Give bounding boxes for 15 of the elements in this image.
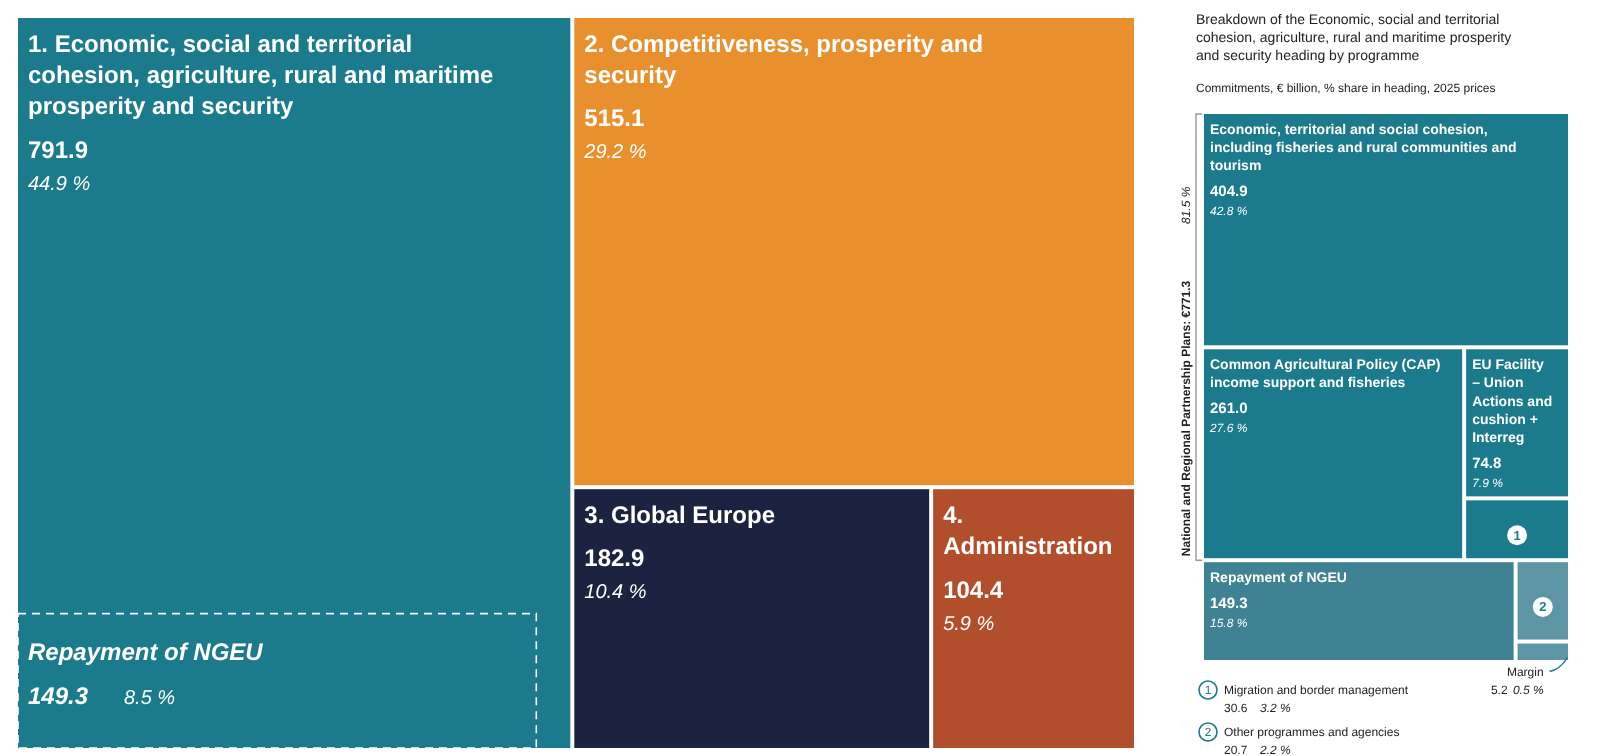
data-label: 149.3 bbox=[28, 681, 89, 710]
text: 5.9 % bbox=[943, 613, 995, 636]
category-label: Repayment of NGEU bbox=[28, 637, 264, 666]
text: 10.4 % bbox=[584, 582, 647, 605]
category-label: 1. Economic, social and territorial cohesion, agriculture, rural and maritime prosperity and security bbox=[28, 30, 495, 121]
text: 44.9 % bbox=[28, 173, 91, 196]
category-label: 3. Global Europe bbox=[584, 501, 776, 530]
data-label: 515.1 bbox=[584, 104, 646, 133]
data-label: 104.4 bbox=[943, 575, 1004, 604]
category-label: 2. Competitiveness, prosperity and security bbox=[584, 30, 984, 90]
text: 29.2 % bbox=[584, 142, 647, 165]
text: 8.5 % bbox=[124, 687, 176, 710]
data-label: 791.9 bbox=[28, 135, 89, 164]
category-label: 4. Administration bbox=[943, 501, 1113, 561]
data-label: 182.9 bbox=[584, 544, 646, 573]
